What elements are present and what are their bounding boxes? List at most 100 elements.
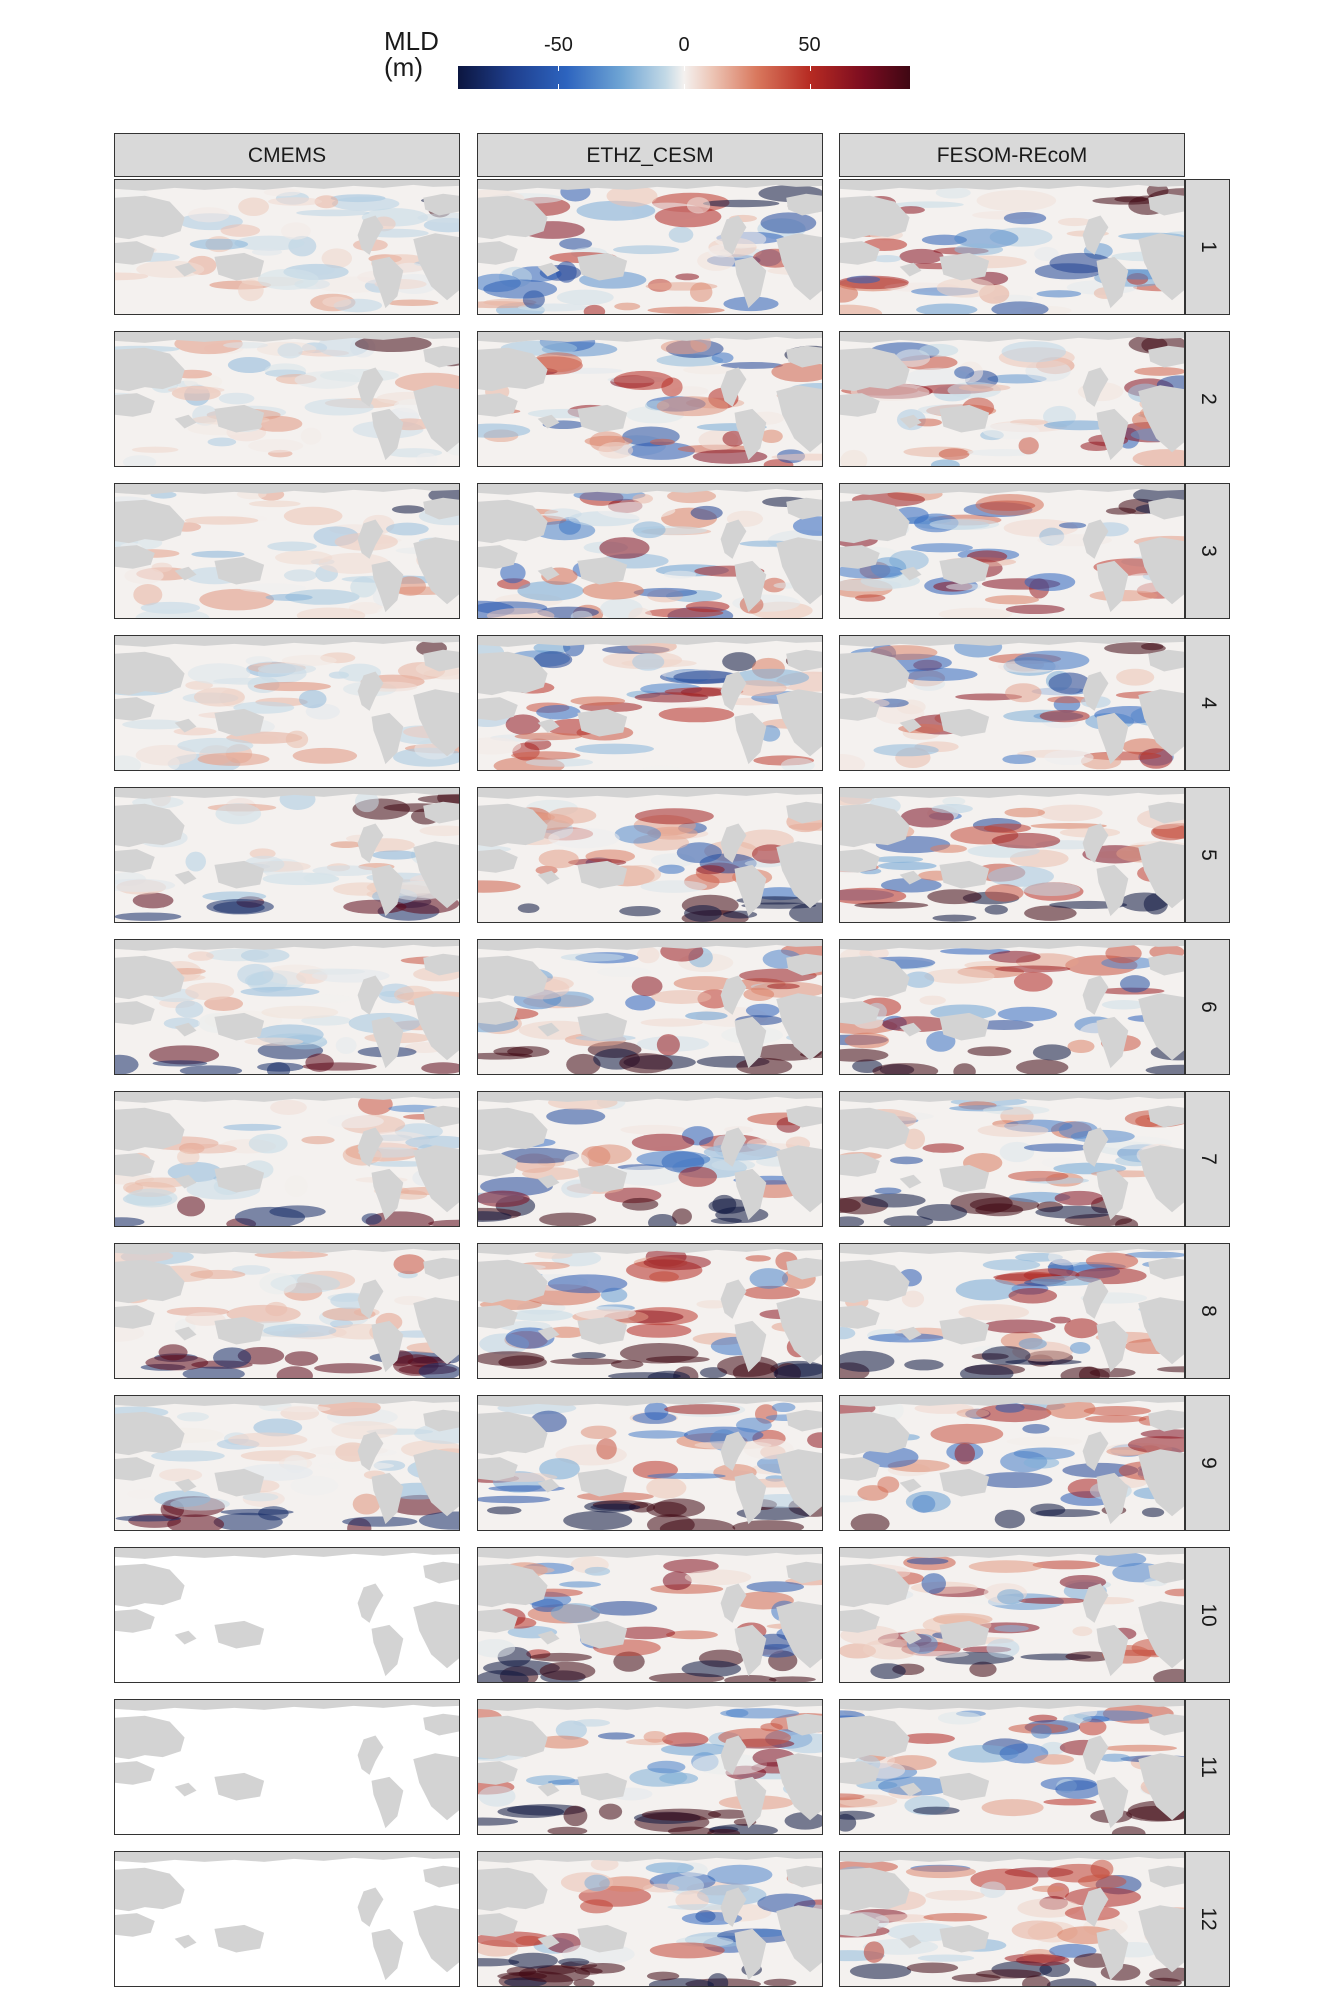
landmass: [115, 803, 185, 848]
anomaly-patch: [298, 689, 327, 709]
anomaly-patch: [507, 1046, 550, 1058]
anomaly-patch: [904, 1359, 944, 1371]
anomaly-patch: [220, 1508, 294, 1516]
anomaly-patch: [974, 1020, 1034, 1031]
landmass: [776, 1145, 822, 1213]
anomaly-patch: [983, 823, 1031, 833]
landmass: [1096, 1624, 1129, 1677]
landmass: [174, 1934, 197, 1949]
landmass: [939, 1468, 990, 1497]
anomaly-patch: [266, 1061, 291, 1074]
anomaly-patch: [927, 889, 982, 905]
row-strip-month-7: 7: [1185, 1091, 1230, 1227]
anomaly-patch: [919, 995, 946, 1006]
anomaly-patch: [619, 864, 662, 884]
anomaly-patch: [995, 1402, 1025, 1413]
anomaly-patch: [1124, 1251, 1184, 1259]
landmass: [840, 1305, 880, 1329]
anomaly-patch: [862, 1638, 920, 1660]
landmass: [413, 1753, 459, 1821]
anomaly-patch: [870, 1663, 906, 1680]
anomaly-patch: [296, 607, 366, 618]
land-mask: [840, 940, 1184, 1069]
anomaly-patch: [215, 803, 262, 825]
anomaly-patch: [534, 520, 596, 541]
anomaly-patch: [722, 430, 746, 447]
anomaly-patch: [689, 282, 713, 302]
column-strip-fesom-recom: FESOM-REcoM: [839, 133, 1185, 177]
anomaly-patch: [619, 1053, 673, 1074]
landmass: [1096, 1320, 1129, 1373]
map-panel-fesom-recom-month-4: [839, 635, 1185, 771]
landmass: [720, 1887, 747, 1927]
anomaly-patch: [1018, 1337, 1047, 1350]
land-mask: [478, 1852, 822, 1981]
anomaly-patch: [969, 1661, 997, 1677]
anomaly-patch: [254, 1251, 329, 1259]
anomaly-patch: [115, 1515, 182, 1522]
landmass: [478, 1700, 822, 1711]
anomaly-patch: [968, 1560, 1043, 1573]
anomaly-patch: [1079, 1718, 1107, 1736]
anomaly-patch: [525, 757, 594, 767]
anomaly-patch: [263, 1323, 337, 1338]
anomaly-patch: [538, 849, 579, 869]
landmass: [1096, 1016, 1129, 1069]
anomaly-patch: [696, 1300, 729, 1309]
landmass: [1138, 1753, 1184, 1821]
anomaly-patch: [771, 361, 822, 383]
landmass: [537, 870, 560, 885]
anomaly-patch: [405, 1135, 459, 1150]
anomaly-patch: [539, 1458, 580, 1480]
map-panel-fesom-recom-month-3: [839, 483, 1185, 619]
row-strip-month-5: 5: [1185, 787, 1230, 923]
landmass: [478, 1153, 518, 1177]
anomaly-patch: [499, 1147, 580, 1164]
anomaly-patch: [546, 1108, 606, 1125]
landmass: [577, 1316, 628, 1345]
anomaly-patch: [563, 1805, 588, 1827]
anomaly-patch: [872, 1063, 939, 1074]
land-mask: [115, 1396, 459, 1525]
anomaly-patch: [505, 714, 541, 735]
anomaly-patch: [580, 1425, 617, 1440]
anomaly-patch: [954, 243, 1004, 256]
anomaly-patch: [982, 1319, 1056, 1334]
landmass: [899, 1478, 922, 1493]
map-panel-ethz-cesm-month-6: [477, 939, 823, 1075]
anomaly-patch: [187, 951, 214, 961]
landmass: [115, 1548, 459, 1559]
anomaly-patch: [135, 744, 197, 766]
anomaly-patch: [1005, 683, 1042, 703]
row-strip-label: 4: [1196, 697, 1220, 709]
anomaly-patch: [977, 1123, 1049, 1138]
anomaly-patch: [535, 1735, 589, 1749]
landmass: [413, 537, 459, 605]
mld-anomaly-field: [478, 1708, 822, 1834]
anomaly-patch: [899, 248, 944, 265]
landmass: [720, 1431, 747, 1471]
anomaly-patch: [606, 185, 658, 207]
anomaly-patch: [935, 186, 971, 199]
landmass: [939, 1012, 990, 1041]
anomaly-patch: [486, 607, 555, 618]
anomaly-patch: [1054, 1190, 1104, 1206]
anomaly-patch: [685, 601, 730, 613]
anomaly-patch: [1069, 1342, 1091, 1354]
landmass: [478, 636, 822, 647]
anomaly-patch: [906, 1962, 959, 1974]
anomaly-patch: [547, 1826, 588, 1834]
anomaly-patch: [863, 1941, 885, 1963]
row-strip-label: 5: [1196, 849, 1220, 861]
landmass: [423, 1865, 459, 1888]
landmass: [537, 718, 560, 733]
anomaly-patch: [1145, 1064, 1184, 1074]
anomaly-patch: [625, 995, 656, 1011]
anomaly-patch: [736, 1417, 772, 1433]
anomaly-patch: [1016, 1954, 1070, 1966]
landmass: [115, 1092, 459, 1103]
anomaly-patch: [228, 1432, 308, 1447]
landmass: [840, 1259, 910, 1304]
landmass: [720, 1735, 747, 1775]
anomaly-patch: [1024, 573, 1076, 592]
